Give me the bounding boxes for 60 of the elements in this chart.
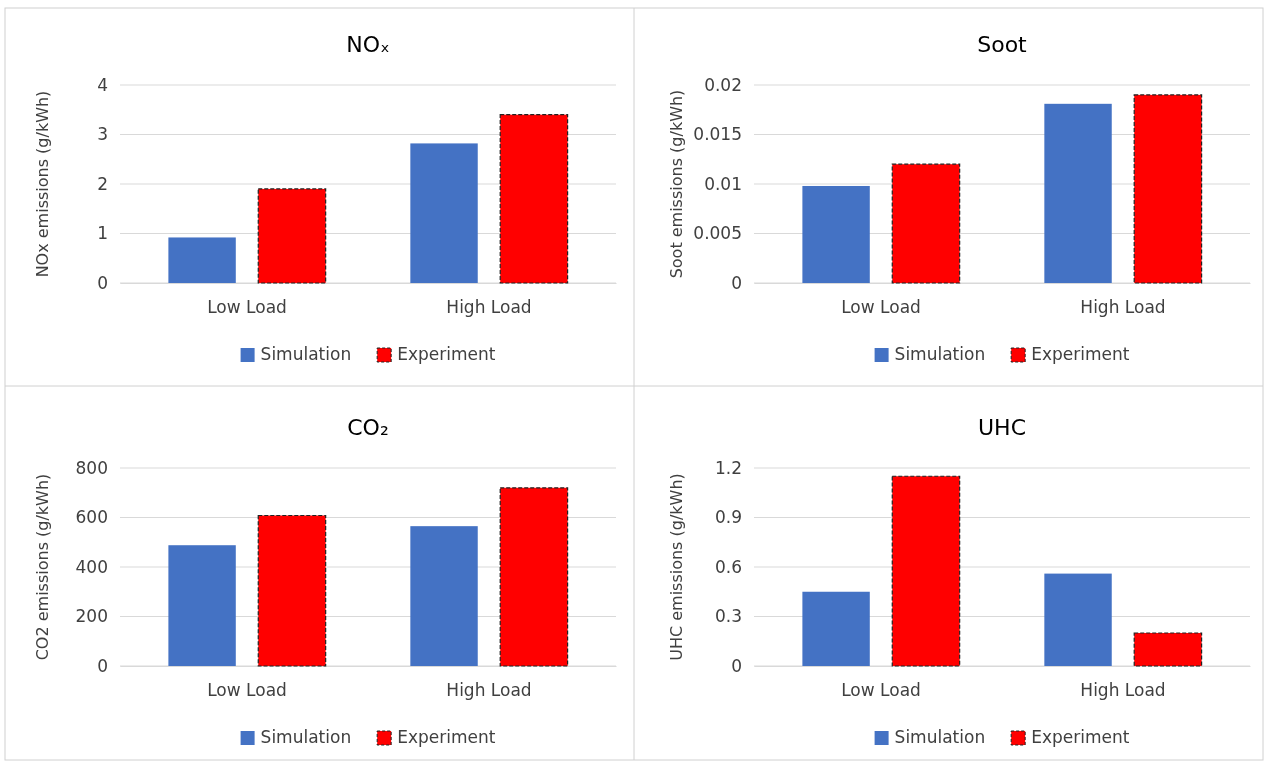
legend-label: Experiment	[1031, 344, 1130, 364]
y-tick-label: 0	[731, 272, 742, 293]
y-tick-label: 400	[75, 556, 108, 577]
x-tick-label: High Load	[1080, 297, 1166, 318]
bar	[499, 487, 569, 667]
y-tick-label: 0.02	[704, 74, 742, 95]
bar	[410, 526, 478, 666]
chart-title: NOₓ	[346, 32, 390, 57]
legend-label: Simulation	[894, 727, 986, 747]
y-tick-label: 0.3	[714, 606, 742, 627]
y-tick-label: 600	[75, 507, 108, 528]
y-tick-label: 0	[97, 272, 108, 293]
y-axis-title: Soot emissions (g/kWh)	[667, 89, 686, 279]
x-tick-label: Low Load	[841, 680, 921, 701]
y-axis-title: UHC emissions (g/kWh)	[667, 473, 686, 661]
y-tick-label: 0.6	[714, 556, 742, 577]
bar	[168, 545, 236, 666]
x-tick-label: High Load	[1080, 680, 1166, 701]
legend-label: Simulation	[894, 344, 986, 364]
y-tick-label: 0.015	[693, 124, 742, 145]
bar	[1133, 632, 1203, 667]
bar	[499, 114, 569, 284]
x-tick-label: High Load	[446, 297, 532, 318]
y-tick-label: 2	[97, 173, 108, 194]
bar	[1044, 103, 1112, 283]
bar	[1133, 94, 1203, 284]
y-tick-label: 200	[75, 606, 108, 627]
y-tick-label: 3	[97, 124, 108, 145]
y-axis-title: CO2 emissions (g/kWh)	[33, 473, 52, 661]
bar	[257, 514, 327, 667]
x-tick-label: Low Load	[207, 680, 287, 701]
bar	[802, 591, 870, 666]
x-tick-label: Low Load	[841, 297, 921, 318]
y-tick-label: 0	[97, 655, 108, 676]
legend-label: Experiment	[397, 727, 496, 747]
bar	[802, 185, 870, 283]
bar	[410, 143, 478, 283]
chart-title: UHC	[977, 415, 1027, 440]
x-tick-label: High Load	[446, 680, 532, 701]
x-tick-label: Low Load	[207, 297, 287, 318]
chart-title: CO₂	[347, 415, 389, 440]
y-tick-label: 0	[731, 655, 742, 676]
y-tick-label: 800	[75, 457, 108, 478]
legend-label: Simulation	[260, 344, 352, 364]
legend-label: Experiment	[397, 344, 496, 364]
y-tick-label: 0.9	[714, 507, 742, 528]
y-tick-label: 0.01	[704, 173, 742, 194]
bar	[891, 475, 961, 667]
legend-label: Simulation	[260, 727, 352, 747]
bar	[1044, 573, 1112, 666]
y-tick-label: 1	[97, 223, 108, 244]
chart-title: Soot	[977, 32, 1028, 57]
bar	[168, 237, 236, 283]
y-tick-label: 0.005	[693, 223, 742, 244]
y-axis-title: NOx emissions (g/kWh)	[33, 90, 52, 278]
bar	[891, 163, 961, 284]
y-tick-label: 4	[97, 74, 108, 95]
y-tick-label: 1.2	[714, 457, 742, 478]
bar	[257, 188, 327, 284]
legend-label: Experiment	[1031, 727, 1130, 747]
